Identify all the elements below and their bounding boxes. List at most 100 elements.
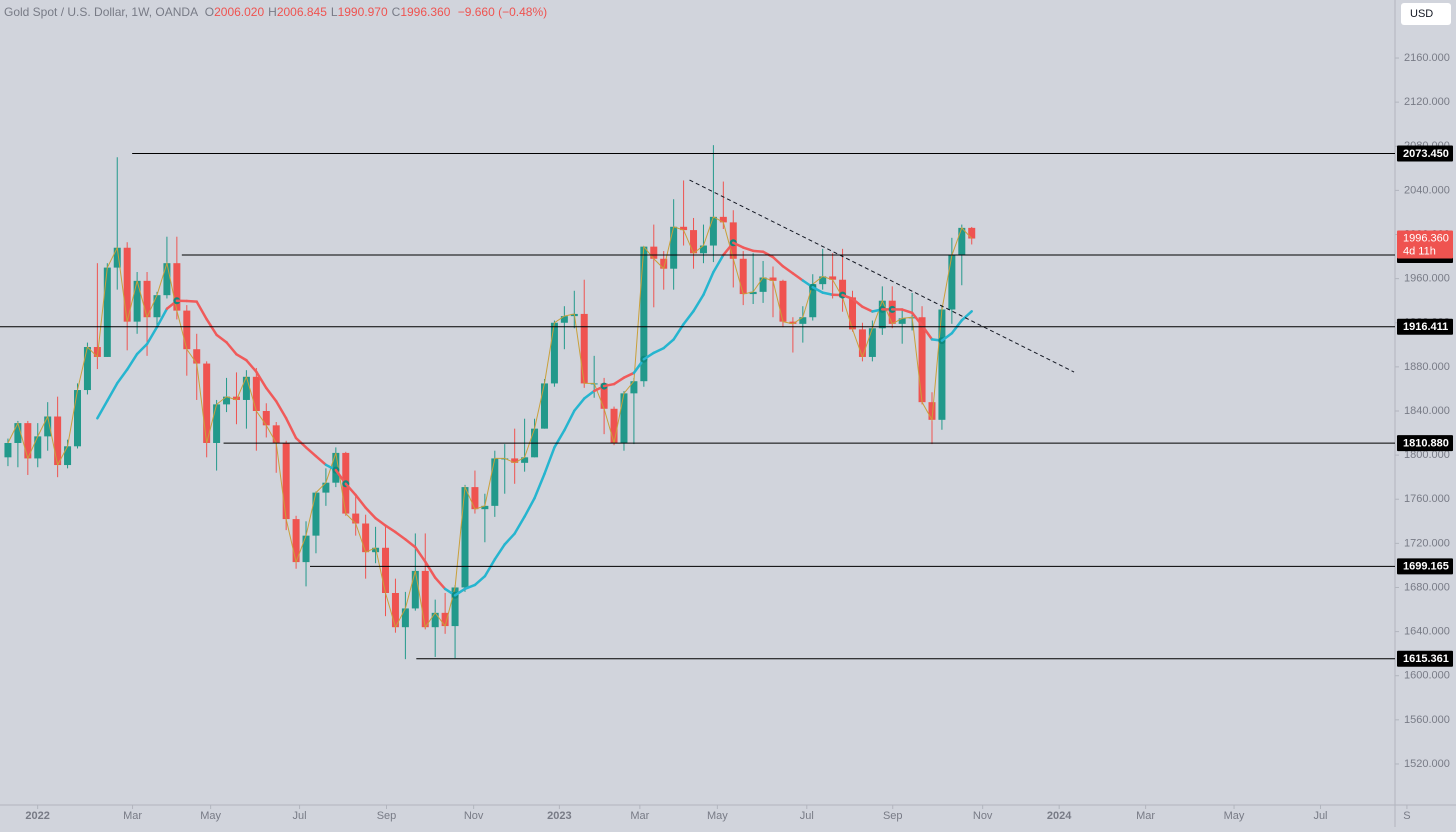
candle-body — [859, 329, 866, 357]
ohlc-value: 1996.360 — [400, 5, 450, 19]
y-tick-label: 1760.000 — [1404, 493, 1450, 505]
candle-body — [303, 536, 310, 562]
x-tick-label: 2024 — [1047, 810, 1072, 822]
ohlc-key: L — [331, 5, 338, 19]
y-tick-label: 1880.000 — [1404, 361, 1450, 373]
y-tick-label: 1600.000 — [1404, 670, 1450, 682]
candle-body — [432, 613, 439, 627]
candle-body — [869, 328, 876, 357]
candle-body — [799, 317, 806, 324]
candle-body — [84, 347, 91, 390]
candle-body — [650, 247, 657, 259]
candle-body — [253, 377, 260, 411]
x-tick-label: May — [200, 810, 221, 822]
x-tick-label: Nov — [973, 810, 993, 822]
x-tick-label: 2022 — [25, 810, 49, 822]
candle-body — [243, 377, 250, 400]
ohlc-key: O — [205, 5, 214, 19]
candle-body — [779, 281, 786, 322]
candle-body — [561, 316, 568, 323]
ohlc-key: H — [268, 5, 277, 19]
candle-body — [312, 493, 319, 536]
x-tick-label: 2023 — [547, 810, 571, 822]
moving-average — [753, 251, 763, 252]
candle-body — [630, 381, 637, 393]
y-tick-label: 1640.000 — [1404, 626, 1450, 638]
candle-body — [74, 390, 81, 446]
candle-body — [958, 228, 965, 256]
candle-body — [273, 425, 280, 443]
x-tick-label: May — [707, 810, 728, 822]
ohlc-value: 2006.845 — [277, 5, 327, 19]
candle-body — [938, 310, 945, 420]
candle-body — [34, 436, 41, 458]
candle-body — [104, 268, 111, 357]
ohlc-value: 2006.020 — [214, 5, 264, 19]
candle-body — [620, 393, 627, 443]
candle-body — [283, 443, 290, 519]
candle-body — [700, 246, 707, 254]
x-tick-label: Mar — [1136, 810, 1155, 822]
symbol-header: Gold Spot / U.S. Dollar, 1W, OANDA O2006… — [4, 5, 551, 19]
candle-body — [402, 608, 409, 627]
x-tick-label: Sep — [883, 810, 903, 822]
candle-body — [551, 323, 558, 384]
level-tag-label: 1810.880 — [1403, 438, 1449, 450]
candle-body — [134, 281, 141, 322]
candle-body — [183, 311, 190, 350]
candle-body — [710, 217, 717, 246]
candle-body — [760, 278, 767, 292]
candle-body — [362, 524, 369, 553]
candle-body — [54, 417, 61, 466]
x-tick-label: S — [1403, 810, 1410, 822]
candle-body — [541, 383, 548, 428]
candle-body — [64, 446, 71, 465]
level-tag-label: 1916.411 — [1403, 321, 1448, 333]
y-tick-label: 1560.000 — [1404, 714, 1450, 726]
candle-body — [879, 301, 886, 329]
level-tag-label: 1615.361 — [1403, 653, 1449, 665]
x-tick-label: Jul — [800, 810, 814, 822]
moving-average — [187, 301, 197, 302]
y-tick-label: 1720.000 — [1404, 537, 1450, 549]
candle-body — [611, 409, 618, 443]
candle-body — [203, 364, 210, 443]
x-tick-label: Mar — [630, 810, 649, 822]
candle-body — [263, 411, 270, 425]
candle-body — [491, 458, 498, 505]
y-tick-label: 2160.000 — [1404, 52, 1450, 64]
candle-body — [4, 443, 11, 457]
candle-body — [948, 255, 955, 309]
candle-body — [740, 259, 747, 294]
ohlc-value: 1990.970 — [338, 5, 388, 19]
x-tick-label: Sep — [377, 810, 397, 822]
ohlc: O2006.020 H2006.845 L1990.970 C1996.360 — [205, 5, 455, 19]
candle-body — [322, 483, 329, 493]
candle-body — [670, 227, 677, 269]
last-price-label: 1996.360 — [1403, 232, 1449, 244]
candle-body — [163, 263, 170, 295]
candle-body — [581, 314, 588, 383]
candle-body — [352, 514, 359, 524]
candle-body — [471, 487, 478, 509]
countdown-label: 4d 11h — [1403, 245, 1436, 257]
candle-body — [968, 228, 975, 239]
ohlc-key: C — [392, 5, 401, 19]
candle-body — [193, 349, 200, 363]
x-tick-label: Jul — [1313, 810, 1327, 822]
candle-body — [690, 230, 697, 253]
candle-body — [462, 487, 469, 587]
y-tick-label: 2040.000 — [1404, 184, 1450, 196]
x-tick-label: May — [1224, 810, 1245, 822]
y-tick-label: 1840.000 — [1404, 405, 1450, 417]
y-tick-label: 2120.000 — [1404, 96, 1450, 108]
candle-body — [412, 571, 419, 609]
currency-button[interactable]: USD — [1401, 3, 1451, 25]
symbol-title: Gold Spot / U.S. Dollar, 1W, OANDA — [4, 5, 198, 19]
x-tick-label: Mar — [123, 810, 142, 822]
x-tick-label: Jul — [293, 810, 307, 822]
y-tick-label: 1960.000 — [1404, 273, 1450, 285]
candle-body — [213, 404, 220, 443]
level-tag-label: 1699.165 — [1403, 561, 1449, 573]
